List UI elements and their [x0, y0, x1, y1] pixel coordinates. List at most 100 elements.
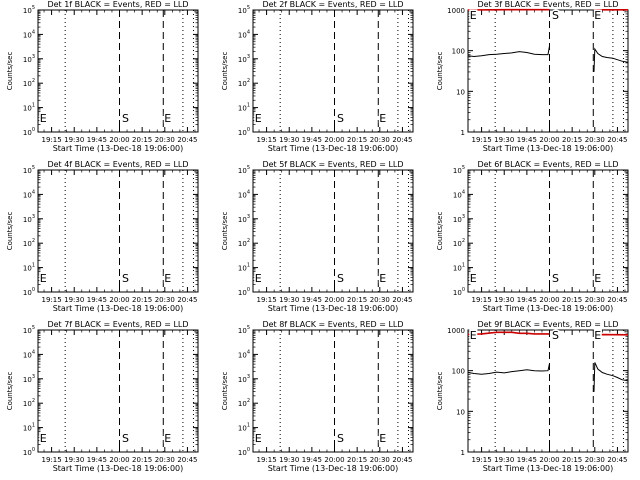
x-tick-label: 20:45: [607, 296, 627, 304]
y-tick-label: 103: [238, 214, 250, 224]
detector-panel-4: Det 4f BLACK = Events, RED = LLD 100 101 10…: [6, 160, 199, 313]
sun-event-label: E: [594, 329, 601, 342]
panel-title: Det 4f BLACK = Events, RED = LLD: [47, 160, 188, 169]
y-tick-label: 104: [238, 349, 250, 359]
x-axis-label: Start Time (13-Dec-18 19:06:00): [483, 304, 614, 313]
x-tick-label: 20:15: [132, 296, 152, 304]
y-tick-label: 104: [453, 189, 465, 199]
plot-frame: [252, 9, 414, 133]
sun-event-label: S: [337, 112, 344, 125]
y-axis-label: Counts/sec: [436, 52, 444, 91]
y-tick-label: 100: [23, 287, 35, 297]
y-tick-label: 102: [238, 238, 250, 248]
x-tick-label: 19:30: [279, 136, 299, 144]
panel-title: Det 1f BLACK = Events, RED = LLD: [47, 0, 188, 9]
sun-event-label: E: [379, 432, 386, 445]
x-tick-label: 20:30: [585, 136, 605, 144]
sun-event-label: S: [552, 9, 559, 22]
x-tick-label: 19:30: [279, 296, 299, 304]
y-tick-label: 101: [238, 423, 250, 433]
y-tick-label: 105: [23, 325, 35, 335]
x-tick-label: 19:15: [41, 136, 61, 144]
x-tick-label: 20:00: [539, 296, 559, 304]
sun-event-label: E: [40, 272, 47, 285]
x-tick-label: 19:45: [302, 296, 322, 304]
x-tick-label: 19:30: [64, 296, 84, 304]
x-tick-label: 20:15: [562, 456, 582, 464]
sun-event-label: S: [122, 272, 129, 285]
sun-event-label: E: [470, 272, 477, 285]
x-tick-label: 20:45: [177, 456, 197, 464]
x-axis-label: Start Time (13-Dec-18 19:06:00): [268, 464, 399, 473]
y-tick-label: 101: [23, 423, 35, 433]
y-tick-label: 100: [23, 127, 35, 137]
y-tick-label: 10: [456, 88, 465, 96]
y-tick-label: 105: [23, 5, 35, 15]
y-tick-label: 102: [453, 238, 465, 248]
sun-event-label: S: [552, 272, 559, 285]
detector-panel-6: Det 6f BLACK = Events, RED = LLD 100 101 10…: [436, 160, 629, 313]
y-tick-label: 102: [23, 398, 35, 408]
panel-title: Det 8f BLACK = Events, RED = LLD: [262, 320, 403, 329]
x-tick-label: 20:30: [155, 136, 175, 144]
x-tick-label: 19:45: [517, 296, 537, 304]
x-axis-label: Start Time (13-Dec-18 19:06:00): [53, 144, 184, 153]
x-tick-label: 20:00: [539, 456, 559, 464]
x-axis-label: Start Time (13-Dec-18 19:06:00): [268, 304, 399, 313]
x-tick-label: 19:30: [279, 456, 299, 464]
sun-event-label: E: [379, 272, 386, 285]
y-tick-label: 104: [23, 29, 35, 39]
plot-frame: [37, 169, 199, 293]
x-tick-label: 19:45: [517, 136, 537, 144]
x-tick-label: 20:30: [585, 296, 605, 304]
y-axis-label: Counts/sec: [436, 212, 444, 251]
y-tick-label: 103: [453, 214, 465, 224]
plot-frame: [252, 329, 414, 453]
detector-panel-7: Det 7f BLACK = Events, RED = LLD 100 101 10…: [6, 320, 199, 473]
x-tick-label: 19:15: [41, 296, 61, 304]
plot-frame: [467, 329, 629, 453]
x-tick-label: 20:30: [370, 296, 390, 304]
x-axis-label: Start Time (13-Dec-18 19:06:00): [483, 464, 614, 473]
x-tick-label: 20:15: [562, 136, 582, 144]
y-tick-label: 105: [238, 325, 250, 335]
x-tick-label: 20:00: [324, 296, 344, 304]
panel-title: Det 6f BLACK = Events, RED = LLD: [477, 160, 618, 169]
x-tick-label: 19:15: [41, 456, 61, 464]
sun-event-label: E: [255, 432, 262, 445]
sun-event-label: E: [40, 112, 47, 125]
sun-event-label: E: [40, 432, 47, 445]
x-tick-label: 20:00: [324, 136, 344, 144]
y-tick-label: 10: [456, 408, 465, 416]
sun-event-label: E: [164, 112, 171, 125]
events-series-line: [593, 362, 629, 392]
y-tick-label: 105: [238, 5, 250, 15]
x-tick-label: 19:45: [87, 136, 107, 144]
y-tick-label: 100: [452, 368, 465, 376]
x-tick-label: 20:30: [585, 456, 605, 464]
y-tick-label: 105: [23, 165, 35, 175]
panel-title: Det 3f BLACK = Events, RED = LLD: [477, 0, 618, 9]
x-tick-label: 20:45: [392, 296, 412, 304]
x-tick-label: 19:30: [494, 296, 514, 304]
y-axis-label: Counts/sec: [221, 52, 229, 91]
sun-event-label: E: [470, 9, 477, 22]
x-tick-label: 20:15: [347, 456, 367, 464]
y-tick-label: 1000: [447, 7, 465, 15]
x-tick-label: 19:15: [471, 456, 491, 464]
y-axis-label: Counts/sec: [6, 212, 14, 251]
x-tick-label: 20:30: [370, 136, 390, 144]
x-axis-label: Start Time (13-Dec-18 19:06:00): [268, 144, 399, 153]
y-tick-label: 101: [238, 263, 250, 273]
panel-title: Det 5f BLACK = Events, RED = LLD: [262, 160, 403, 169]
y-tick-label: 105: [238, 165, 250, 175]
y-tick-label: 102: [23, 78, 35, 88]
events-series-line: [467, 363, 550, 375]
x-tick-label: 20:00: [324, 456, 344, 464]
x-tick-label: 19:45: [87, 456, 107, 464]
x-tick-label: 19:15: [256, 136, 276, 144]
detector-panel-9: Det 9f BLACK = Events, RED = LLD 1 10 100 10…: [436, 320, 629, 473]
x-axis-label: Start Time (13-Dec-18 19:06:00): [53, 464, 184, 473]
y-tick-label: 103: [23, 214, 35, 224]
sun-event-label: S: [122, 112, 129, 125]
